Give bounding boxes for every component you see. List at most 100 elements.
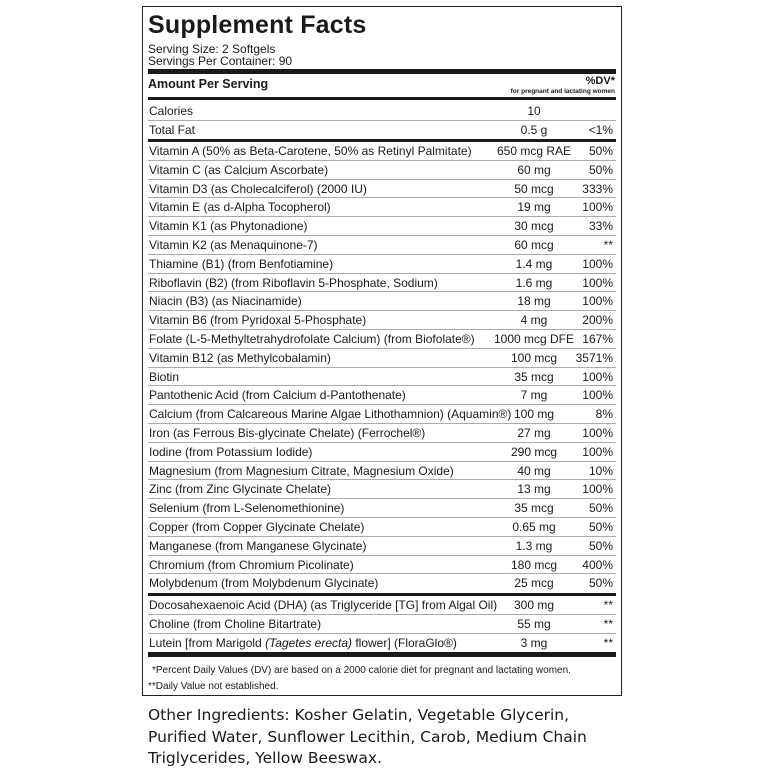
nutrient-amount: 40 mg [517, 463, 551, 478]
nutrient-name: Pantothenic Acid (from Calcium d-Pantoth… [149, 388, 406, 403]
nutrient-dv: 200% [582, 313, 613, 328]
nutrient-amount: 27 mg [517, 426, 551, 440]
nutrient-row: Vitamin C (as Calcium Ascorbate) 60 mg 50% [148, 161, 616, 180]
nutrient-amount: 3 mg [520, 635, 548, 650]
nutrient-row: Thiamine (B1) (from Benfotiamine) 1.4 mg 1… [148, 255, 616, 274]
nutrient-amount: 1.3 mg [515, 538, 553, 553]
nutrient-name: Selenium (from L-Selenomethionine) [149, 501, 345, 516]
nutrient-row: Manganese (from Manganese Glycinate) 1.3 … [148, 537, 616, 556]
nutrient-amount: 100 mg [513, 407, 555, 422]
nutrient-amount: 19 mg [517, 200, 551, 215]
nutrient-amount: 0.65 mg [512, 520, 556, 534]
nutrient-name: Choline (from Choline Bitartrate) [149, 616, 322, 631]
nutrient-row: Total Fat 0.5 g <1% [148, 121, 616, 140]
footnote-not-established: **Daily Value not established. [148, 681, 279, 692]
nutrient-dv: 50% [588, 162, 613, 177]
nutrient-amount: 50 mcg [514, 181, 554, 196]
nutrient-name: Chromium (from Chromium Picolinate) [149, 557, 354, 572]
nutrient-dv: 100% [582, 369, 613, 384]
nutrient-dv: 50% [588, 538, 613, 553]
nutrient-name: Biotin [149, 369, 180, 384]
nutrient-amount: 18 mg [517, 294, 551, 309]
nutrient-row: Iron (as Ferrous Bis-glycinate Chelate) … [148, 424, 616, 443]
nutrient-row: Docosahexaenoic Acid (DHA) (as Triglycer… [148, 596, 616, 615]
nutrient-name: Zinc (from Zinc Glycinate Chelate) [149, 482, 332, 497]
nutrient-amount: 1.4 mg [515, 256, 553, 271]
nutrient-dv: 100% [582, 444, 613, 459]
nutrient-name: Copper (from Copper Glycinate Chelate) [149, 520, 365, 534]
nutrient-name: Vitamin D3 (as Cholecalciferol) (2000 IU… [149, 181, 367, 196]
nutrient-dv: 100% [582, 256, 613, 271]
nutrient-name: Vitamin B6 (from Pyridoxal 5-Phosphate) [149, 313, 367, 328]
nutrient-amount: 30 mcg [514, 219, 554, 234]
nutrient-name: Folate (L-5-Methyltetrahydrofolate Calci… [149, 332, 475, 346]
servings-per-container: Servings Per Container: 90 [148, 54, 293, 68]
nutrient-row: Vitamin B6 (from Pyridoxal 5-Phosphate) 4… [148, 311, 616, 330]
nutrient-dv: 8% [595, 407, 613, 422]
nutrient-name: Magnesium (from Magnesium Citrate, Magne… [149, 463, 454, 478]
nutrient-name: Vitamin E (as d-Alpha Tocopherol) [149, 200, 331, 215]
supplement-facts-panel: Supplement Facts Serving Size: 2 Softgel… [142, 6, 622, 696]
nutrient-row: Pantothenic Acid (from Calcium d-Pantoth… [148, 386, 616, 406]
nutrient-amount: 25 mcg [514, 576, 554, 591]
nutrient-dv: ** [603, 635, 613, 650]
divider-thick [148, 652, 616, 657]
divider [148, 593, 616, 596]
nutrient-amount: 1.6 mg [515, 275, 553, 290]
nutrient-row: Molybdenum (from Molybdenum Glycinate) 25… [148, 574, 616, 593]
nutrient-row: Folate (L-5-Methyltetrahydrofolate Calci… [148, 330, 616, 349]
nutrient-row: Vitamin D3 (as Cholecalciferol) (2000 IU… [148, 180, 616, 199]
nutrient-amount: 180 mcg [510, 557, 558, 572]
nutrient-row: Riboflavin (B2) (from Riboflavin 5-Phosp… [148, 274, 616, 293]
nutrient-amount: 100 mcg [510, 350, 558, 365]
nutrient-row: Calories 10 [148, 102, 616, 121]
amount-per-serving-header: Amount Per Serving [148, 77, 269, 91]
footnote-dv: *Percent Daily Values (DV) are based on … [152, 665, 571, 676]
dv-header: %DV* [585, 75, 615, 87]
nutrient-row: Chromium (from Chromium Picolinate) 180 m… [148, 556, 616, 575]
nutrient-dv: 50% [588, 576, 613, 591]
nutrient-dv: ** [603, 598, 613, 612]
dv-subheader: for pregnant and lactating women [510, 88, 615, 95]
nutrient-row: Copper (from Copper Glycinate Chelate) 0.… [148, 518, 616, 537]
nutrient-row: Zinc (from Zinc Glycinate Chelate) 13 mg 1… [148, 480, 616, 500]
nutrient-row: Iodine (from Potassium Iodide) 290 mcg 100… [148, 443, 616, 462]
nutrient-name: Calories [149, 104, 194, 118]
nutrient-dv: 100% [582, 275, 613, 290]
nutrient-amount: 300 mg [513, 598, 555, 612]
nutrient-amount: 60 mcg [514, 238, 554, 252]
nutrient-name: Vitamin B12 (as Methylcobalamin) [149, 350, 331, 365]
nutrient-row: Calcium (from Calcareous Marine Algae Li… [148, 405, 616, 424]
nutrient-name: Thiamine (B1) (from Benfotiamine) [149, 256, 334, 271]
nutrient-dv: 3571% [575, 350, 613, 365]
nutrient-amount: 290 mcg [510, 444, 558, 459]
other-ingredients: Other Ingredients: Kosher Gelatin, Veget… [148, 706, 587, 767]
nutrient-amount: 1000 mcg DFE [493, 332, 575, 346]
nutrient-name: Manganese (from Manganese Glycinate) [149, 538, 367, 553]
nutrient-amount: 35 mcg [514, 369, 554, 384]
nutrient-name: Iodine (from Potassium Iodide) [149, 444, 313, 459]
nutrient-dv: ** [603, 238, 613, 252]
nutrient-row: Vitamin K1 (as Phytonadione) 30 mcg 33% [148, 217, 616, 236]
nutrient-amount: 7 mg [520, 388, 548, 403]
nutrient-dv: 100% [582, 482, 613, 497]
nutrient-name: Molybdenum (from Molybdenum Glycinate) [149, 576, 379, 591]
nutrient-row: Magnesium (from Magnesium Citrate, Magne… [148, 462, 616, 481]
nutrient-dv: 333% [582, 181, 613, 196]
nutrient-amount: 13 mg [517, 482, 551, 497]
nutrient-dv: 33% [588, 219, 613, 234]
nutrient-name: Vitamin K2 (as Menaquinone-7) [149, 238, 318, 252]
divider [148, 97, 616, 100]
nutrient-dv: 10% [588, 463, 613, 478]
nutrient-dv: 100% [582, 294, 613, 309]
serving-size: Serving Size: 2 Softgels [148, 42, 276, 56]
nutrient-dv: 100% [582, 200, 613, 215]
nutrient-dv: 167% [582, 332, 613, 346]
divider-thick [148, 69, 616, 74]
nutrient-dv: 100% [582, 388, 613, 403]
nutrient-amount: 0.5 g [520, 122, 548, 137]
nutrient-amount: 650 mcg RAE [496, 144, 572, 158]
nutrient-row: Vitamin B12 (as Methylcobalamin) 100 mcg 3… [148, 349, 616, 368]
nutrient-name: Iron (as Ferrous Bis-glycinate Chelate) … [149, 426, 426, 440]
nutrient-dv: 50% [588, 501, 613, 516]
